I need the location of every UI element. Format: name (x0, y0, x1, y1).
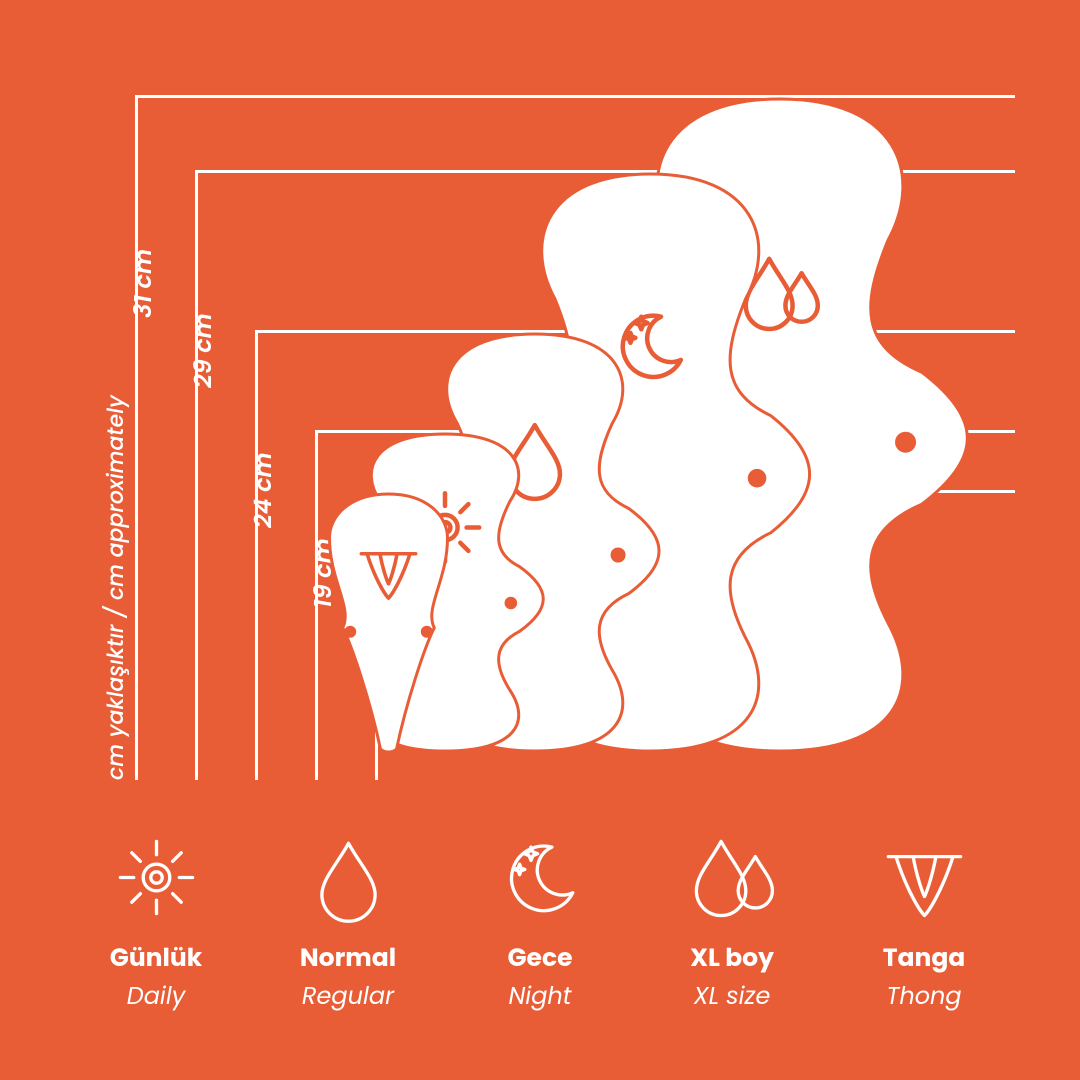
legend-item: Tanga Thong (829, 830, 1019, 1014)
infographic-canvas: cm yaklaşıktır / cm approximately 31 cm2… (0, 0, 1080, 1080)
legend-subtitle: XL size (637, 979, 827, 1014)
legend-title: Gece (445, 939, 635, 977)
legend-subtitle: Daily (61, 979, 251, 1014)
legend-item: Normal Regular (253, 830, 443, 1014)
sun-icon (109, 830, 204, 925)
pad-shape (278, 486, 499, 759)
moon-icon (493, 830, 588, 925)
legend-item: Gece Night (445, 830, 635, 1014)
legend-title: Tanga (829, 939, 1019, 977)
legend-title: Günlük (61, 939, 251, 977)
legend-title: Normal (253, 939, 443, 977)
legend-item: Günlük Daily (61, 830, 251, 1014)
legend-row: Günlük Daily Normal Regular Gece Night (0, 830, 1080, 1014)
legend-item: XL boy XL size (637, 830, 827, 1014)
legend-subtitle: Thong (829, 979, 1019, 1014)
legend-subtitle: Night (445, 979, 635, 1014)
drop-icon (301, 830, 396, 925)
thong-icon (877, 830, 972, 925)
legend-title: XL boy (637, 939, 827, 977)
legend-subtitle: Regular (253, 979, 443, 1014)
double-drop-icon (685, 830, 780, 925)
